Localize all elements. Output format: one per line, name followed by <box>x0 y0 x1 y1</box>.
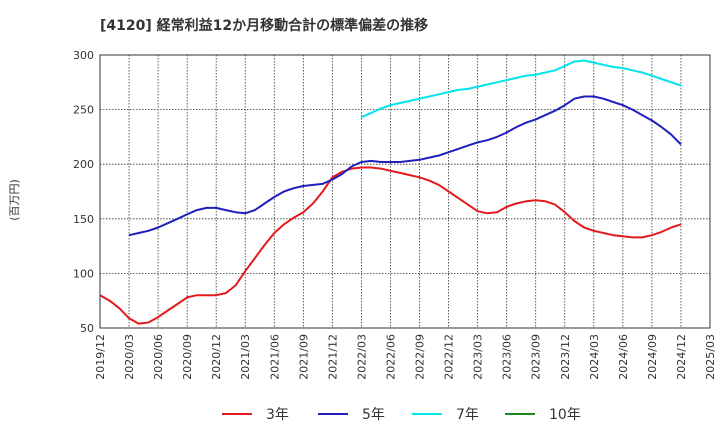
x-tick-label: 2021/09 <box>297 334 310 380</box>
x-tick-label: 2020/12 <box>210 334 223 380</box>
legend-label-3: 7年 <box>456 407 479 423</box>
x-tick-label: 2019/12 <box>94 334 107 380</box>
x-axis: 2019/12 2020/03 2020/06 2020/09 2020/12 2021/… <box>94 334 717 380</box>
x-tick-label: 2024/03 <box>588 334 601 380</box>
x-tick-label: 2022/03 <box>355 334 368 380</box>
grid <box>100 55 710 328</box>
x-tick-label: 2022/06 <box>384 334 397 380</box>
legend-label-2: 5年 <box>362 407 385 423</box>
x-tick-label: 2023/06 <box>501 334 514 380</box>
series-line-1 <box>99 166 682 325</box>
x-tick-label: 2023/09 <box>530 334 543 380</box>
x-tick-label: 2020/03 <box>123 334 136 380</box>
y-tick-label: 200 <box>73 158 94 171</box>
x-tick-label: 2024/06 <box>617 334 630 380</box>
series-line-3 <box>360 59 682 119</box>
y-tick-label: 50 <box>80 322 94 335</box>
x-tick-label: 2021/03 <box>239 334 252 380</box>
legend: 3年 5年 7年 10年 <box>222 407 581 423</box>
x-tick-label: 2021/06 <box>268 334 281 380</box>
x-tick-label: 2020/06 <box>152 334 165 380</box>
y-tick-label: 300 <box>73 49 94 62</box>
y-tick-label: 150 <box>73 213 94 226</box>
chart-title: [4120] 経常利益12か月移動合計の標準偏差の推移 <box>100 17 428 34</box>
x-tick-label: 2022/09 <box>414 334 427 380</box>
x-tick-label: 2023/03 <box>472 334 485 380</box>
plot-frame <box>99 54 711 329</box>
legend-label-4: 10年 <box>549 407 581 423</box>
x-tick-label: 2020/09 <box>181 334 194 380</box>
x-tick-label: 2023/12 <box>559 334 572 380</box>
series-line-2 <box>128 95 682 237</box>
series-lines <box>99 59 682 325</box>
x-tick-label: 2025/03 <box>704 334 717 380</box>
x-tick-label: 2024/12 <box>675 334 688 380</box>
legend-label-1: 3年 <box>266 407 289 423</box>
y-axis: 50 100 150 200 250 300 <box>73 49 94 335</box>
y-tick-label: 250 <box>73 104 94 117</box>
x-tick-label: 2024/09 <box>646 334 659 380</box>
y-axis-label: (百万円) <box>8 179 21 221</box>
y-tick-label: 100 <box>73 267 94 280</box>
x-tick-label: 2021/12 <box>326 334 339 380</box>
x-tick-label: 2022/12 <box>443 334 456 380</box>
